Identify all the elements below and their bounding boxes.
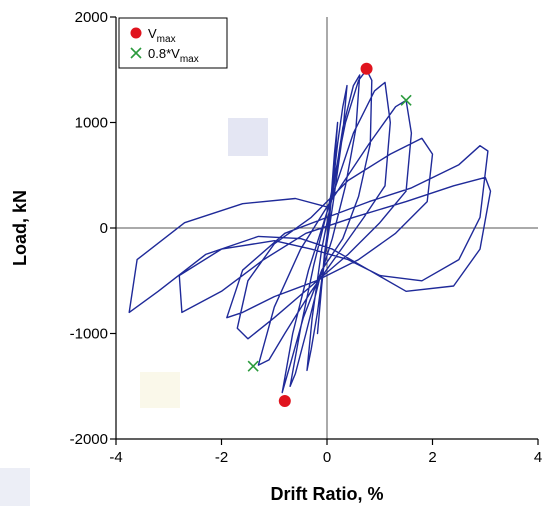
x-tick-label: -4 xyxy=(109,449,122,466)
series-layer xyxy=(128,62,492,408)
legend-v08-label: 0.8*Vmax xyxy=(148,46,199,65)
background-blot xyxy=(140,372,180,408)
legend-vmax-marker xyxy=(130,27,142,39)
x-tick-label: 0 xyxy=(323,449,331,466)
vmax-point xyxy=(278,395,291,408)
y-axis-title: Load, kN xyxy=(10,190,30,266)
legend-v08-marker xyxy=(130,47,142,59)
axis-ticks: -4 -2 0 2 4 2000 1000 0 -1000 -2000 xyxy=(70,9,543,466)
x-tick-label: 4 xyxy=(534,449,542,466)
legend-box xyxy=(118,17,228,69)
x-tick-label: -2 xyxy=(215,449,228,466)
v08-vmax-point xyxy=(400,94,412,106)
legend: Vmax 0.8*Vmax xyxy=(118,17,228,69)
x-axis-title: Drift Ratio, % xyxy=(270,484,383,504)
background-blot xyxy=(228,118,268,156)
vmax-point xyxy=(360,62,373,75)
legend-vmax-label: Vmax xyxy=(148,26,176,45)
y-tick-label: 1000 xyxy=(75,115,108,132)
y-tick-label: 0 xyxy=(100,220,108,237)
y-tick-label: -1000 xyxy=(70,326,108,343)
x-tick-label: 2 xyxy=(428,449,436,466)
v08-vmax-point xyxy=(247,360,259,372)
background-blot xyxy=(0,468,30,506)
y-tick-label: -2000 xyxy=(70,431,108,448)
legend-v08-x xyxy=(130,47,142,59)
hysteresis-curve xyxy=(128,69,492,394)
y-tick-label: 2000 xyxy=(75,9,108,26)
